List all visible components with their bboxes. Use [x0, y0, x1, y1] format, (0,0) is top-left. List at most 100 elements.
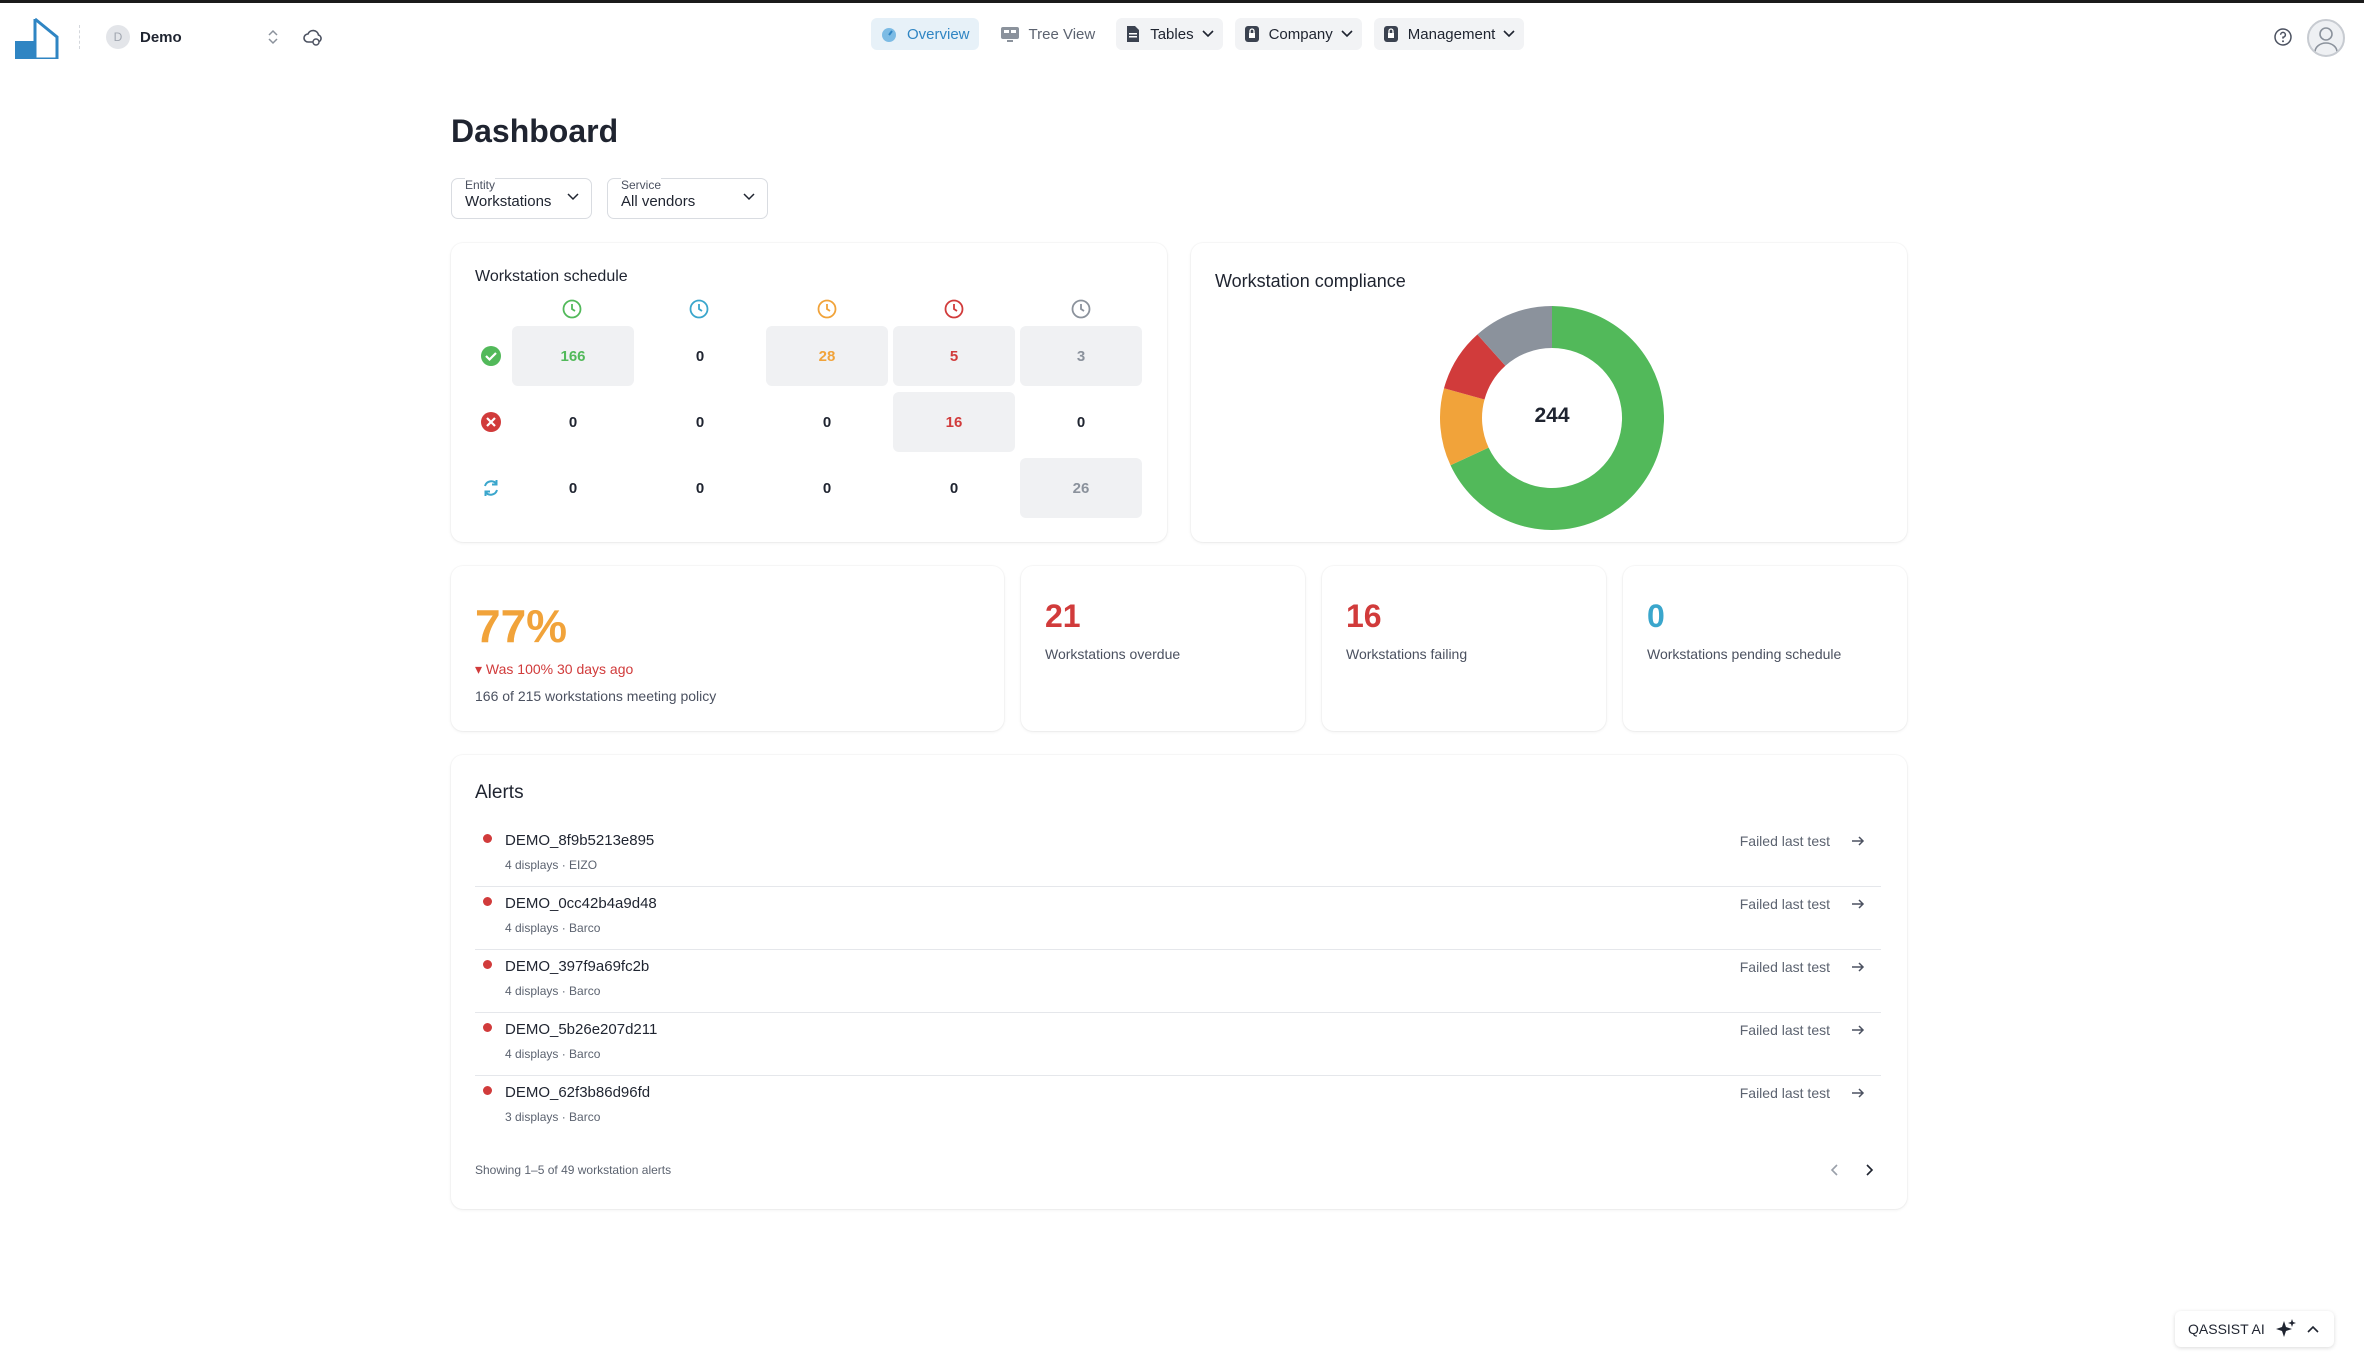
alert-name: DEMO_0cc42b4a9d48: [505, 895, 657, 912]
alert-meta: 4 displays · Barco: [505, 984, 601, 998]
clock-orange-icon: [817, 299, 837, 319]
entity-select[interactable]: Entity Workstations: [451, 178, 592, 219]
status-dot: [483, 960, 492, 969]
failing-value: 16: [1346, 598, 1382, 634]
chevron-down-icon: [1341, 30, 1353, 38]
schedule-title: Workstation schedule: [475, 268, 628, 285]
schedule-cell-fail-gray[interactable]: 0: [1076, 413, 1086, 431]
chevron-right-icon[interactable]: [1859, 1160, 1879, 1180]
compliance-title: Workstation compliance: [1215, 271, 1406, 291]
schedule-cell-pending-gray[interactable]: 26: [1020, 458, 1142, 518]
schedule-cell-pass-gray[interactable]: 3: [1020, 326, 1142, 386]
status-dot: [483, 834, 492, 843]
overdue-label: Workstations overdue: [1045, 646, 1181, 662]
org-switcher[interactable]: D Demo: [106, 23, 182, 51]
pending-kpi-card[interactable]: [1623, 566, 1907, 731]
arrow-right-icon[interactable]: [1851, 898, 1865, 910]
service-select-label: Service: [621, 178, 662, 192]
alert-row[interactable]: DEMO_8f9b5213e895 4 displays · EIZO Fail…: [475, 824, 1881, 887]
clock-red-icon: [944, 299, 964, 319]
help-icon[interactable]: [2273, 27, 2293, 47]
failing-kpi-card[interactable]: [1322, 566, 1606, 731]
tables-document-icon: [1127, 26, 1140, 42]
alert-name: DEMO_8f9b5213e895: [505, 832, 655, 849]
schedule-cell-pass-orange[interactable]: 28: [766, 326, 888, 386]
user-avatar[interactable]: [2307, 19, 2345, 57]
schedule-cell-pass-ok[interactable]: 166: [512, 326, 634, 386]
schedule-cell-fail-orange[interactable]: 0: [822, 413, 832, 431]
service-select-value: All vendors: [621, 193, 696, 210]
chevron-up-icon: [2307, 1325, 2319, 1333]
chevron-left-icon[interactable]: [1825, 1160, 1845, 1180]
alert-status: Failed last test: [1739, 833, 1830, 849]
policy-change: ▾ Was 100% 30 days ago: [475, 661, 634, 677]
status-dot: [483, 1023, 492, 1032]
nav-tree-view-label: Tree View: [1028, 25, 1096, 43]
status-dot: [483, 1086, 492, 1095]
alert-meta: 3 displays · Barco: [505, 1110, 601, 1124]
page-title: Dashboard: [451, 113, 619, 149]
schedule-cell-fail-ok[interactable]: 0: [568, 413, 578, 431]
overdue-kpi-card[interactable]: [1021, 566, 1305, 731]
nav-overview[interactable]: Overview: [871, 18, 979, 50]
schedule-cell-pending-blue[interactable]: 0: [695, 479, 705, 497]
schedule-cell-pending-ok[interactable]: 0: [568, 479, 578, 497]
assistant-launcher[interactable]: QASSIST AI: [2175, 1311, 2334, 1347]
donut-segment-red[interactable]: [1444, 334, 1506, 400]
policy-detail: 166 of 215 workstations meeting policy: [475, 688, 717, 704]
clock-gray-icon: [1071, 299, 1091, 319]
schedule-cell-pass-red[interactable]: 5: [893, 326, 1015, 386]
app-logo[interactable]: [13, 15, 59, 59]
alert-row[interactable]: DEMO_0cc42b4a9d48 4 displays · Barco Fai…: [475, 887, 1881, 950]
schedule-cell-pending-red[interactable]: 0: [949, 479, 959, 497]
alert-row[interactable]: DEMO_62f3b86d96fd 3 displays · Barco Fai…: [475, 1076, 1881, 1139]
alert-name: DEMO_5b26e207d211: [505, 1021, 658, 1038]
donut-segment-green[interactable]: [1450, 306, 1665, 530]
alert-row[interactable]: DEMO_5b26e207d211 4 displays · Barco Fai…: [475, 1013, 1881, 1076]
overdue-value: 21: [1045, 598, 1081, 634]
compliance-donut-chart: [1440, 306, 1664, 530]
nav-tables[interactable]: Tables: [1116, 18, 1223, 50]
nav-tree-view[interactable]: Tree View: [991, 18, 1105, 50]
alert-meta: 4 displays · EIZO: [505, 858, 598, 872]
nav-management[interactable]: Management: [1373, 18, 1525, 50]
nav-company-label: Company: [1268, 25, 1333, 43]
nav-overview-label: Overview: [907, 25, 970, 43]
refresh-icon: [484, 480, 498, 496]
user-icon: [2314, 27, 2338, 53]
pending-label: Workstations pending schedule: [1647, 646, 1842, 662]
schedule-cell-fail-blue[interactable]: 0: [695, 413, 705, 431]
assistant-label: QASSIST AI: [2188, 1321, 2265, 1337]
schedule-cell-pass-blue[interactable]: 0: [695, 347, 705, 365]
arrow-right-icon[interactable]: [1851, 1087, 1865, 1099]
overview-gauge-icon: [882, 28, 896, 42]
alert-name: DEMO_62f3b86d96fd: [505, 1084, 651, 1101]
compliance-total: 244: [1534, 404, 1570, 427]
cloud-sync-icon[interactable]: [302, 27, 324, 47]
donut-segment-gray[interactable]: [1477, 306, 1552, 366]
arrow-right-icon[interactable]: [1851, 835, 1865, 847]
sparkle-icon: [2275, 1319, 2296, 1337]
nav-company[interactable]: Company: [1234, 18, 1362, 50]
alerts-card: [451, 755, 1907, 1209]
clock-green-icon: [562, 299, 582, 319]
alert-status: Failed last test: [1739, 1085, 1830, 1101]
chevron-updown-icon[interactable]: [266, 27, 280, 47]
alert-row[interactable]: DEMO_397f9a69fc2b 4 displays · Barco Fai…: [475, 950, 1881, 1013]
top-border: [0, 0, 2364, 3]
arrow-right-icon[interactable]: [1851, 1024, 1865, 1036]
org-name: Demo: [140, 28, 182, 46]
alerts-pagination-summary: Showing 1–5 of 49 workstation alerts: [475, 1163, 672, 1177]
tree-view-monitor-icon: [1000, 27, 1019, 42]
policy-percent: 77%: [475, 600, 568, 652]
schedule-cell-pending-orange[interactable]: 0: [822, 479, 832, 497]
arrow-right-icon[interactable]: [1851, 961, 1865, 973]
schedule-cell-fail-red[interactable]: 16: [893, 392, 1015, 452]
main-nav: Overview Tree View Tables Company Manage…: [871, 18, 1525, 50]
alert-meta: 4 displays · Barco: [505, 921, 601, 935]
donut-segment-orange[interactable]: [1440, 388, 1489, 466]
top-navbar: D Demo Overview Tree View Tables Company: [0, 3, 2364, 65]
chevron-down-icon: [567, 193, 579, 201]
nav-management-label: Management: [1407, 25, 1496, 43]
service-select[interactable]: Service All vendors: [607, 178, 768, 219]
